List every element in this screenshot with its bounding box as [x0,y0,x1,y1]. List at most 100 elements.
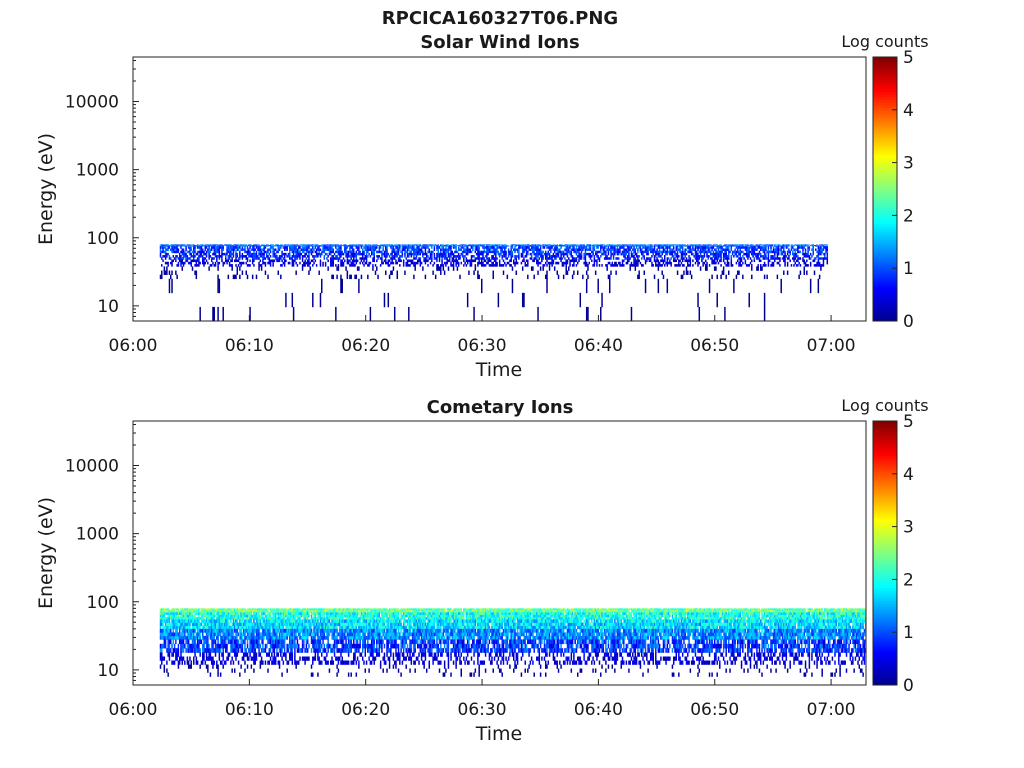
spectrogram-cell [376,250,378,254]
spectrogram-cell [193,257,195,260]
spectrogram-cell [520,252,523,256]
colorbar-segment [873,191,897,195]
spectrogram-cell [332,248,335,251]
spectrogram-cell [573,257,575,260]
spectrogram-cell [194,609,196,612]
spectrogram-cell [253,245,255,246]
spectrogram-cell [312,246,314,249]
spectrogram-cell [326,244,328,246]
spectrogram-cell [414,261,416,265]
spectrogram-cell [351,261,354,265]
spectrogram-cell [178,245,181,246]
spectrogram-cell [301,244,304,246]
spectrogram-cell [185,609,187,612]
spectrogram-cell [708,278,711,294]
spectrogram-cell [294,259,296,263]
spectrogram-cell [361,261,364,265]
spectrogram-cell [186,656,189,661]
spectrogram-cell [498,245,501,247]
spectrogram-cell [217,245,219,246]
spectrogram-cell [588,245,590,247]
spectrogram-cell [189,617,191,620]
spectrogram-cell [312,264,314,267]
spectrogram-cell [304,261,306,265]
spectrogram-cell [760,259,762,263]
spectrogram-cell [321,244,323,246]
spectrogram-cell [465,252,468,256]
x-axis-ticks: 06:00 06:10 06:20 06:30 06:40 06:50 07:00 [109,315,856,356]
spectrogram-cell [170,248,172,251]
spectrogram-cell [315,245,318,247]
spectrogram-cell [605,246,607,249]
spectrogram-cell [204,248,207,251]
spectrogram-cell [597,245,599,246]
spectrogram-cell [751,266,753,271]
spectrogram-cell [455,257,457,260]
spectrogram-cell [637,264,639,267]
spectrogram-cell [297,252,300,256]
spectrogram-cell [167,672,169,677]
spectrogram-cell [406,245,409,246]
spectrogram-cell [265,245,268,246]
spectrogram-cell [292,245,295,247]
spectrogram-cell [495,245,497,246]
spectrogram-cell [806,270,808,275]
colorbar-segment [873,189,897,193]
spectrogram-cell [186,250,189,254]
spectrogram-cell [475,245,478,246]
spectrogram-cell [552,255,555,258]
spectrogram-cell [565,244,567,246]
spectrogram-cell [327,259,329,263]
spectrogram-cell [452,246,455,249]
spectrogram-cell [181,612,183,615]
spectrogram-cell [289,246,291,249]
spectrogram-cell [172,259,175,263]
colorbar-segment [873,133,897,137]
spectrogram-cell [445,252,447,256]
spectrogram-cell [478,250,480,254]
spectrogram-cell [482,245,484,247]
spectrogram-cell [191,610,194,613]
colorbar-segment [873,146,897,150]
spectrogram-cell [638,270,640,275]
spectrogram-cell [776,261,779,265]
spectrogram-cell [596,246,598,249]
spectrogram-cell [390,244,392,246]
spectrogram-cell [660,245,662,246]
spectrogram-cell [349,245,351,246]
spectrogram-cell [166,608,168,610]
spectrogram-cell [242,244,245,246]
spectrogram-cell [338,246,341,249]
spectrogram-cell [283,255,286,258]
spectrogram-cell [783,245,785,247]
spectrogram-cell [537,244,539,246]
spectrogram-cell [306,244,309,246]
spectrogram-cell [193,610,195,613]
spectrogram-cell [440,252,442,256]
spectrogram-cell [542,245,544,247]
spectrogram-cell [395,255,397,258]
spectrogram-cell [164,245,167,246]
spectrogram-cell [335,306,337,322]
spectrogram-cell [687,264,689,267]
spectrogram-cell [273,259,276,263]
spectrogram-cell [361,245,364,246]
spectrogram-cell [328,245,331,247]
spectrogram-cell [433,245,436,246]
spectrogram-cell [525,250,528,254]
spectrogram-cell [331,246,333,249]
spectrogram-cell [250,245,253,247]
spectrogram-cell [283,245,286,246]
spectrogram-cell [749,257,752,260]
spectrogram-cell [299,245,301,247]
colorbar-segment [873,313,897,317]
spectrogram-cell [385,255,387,258]
spectrogram-cell [656,259,658,263]
spectrogram-cell [511,266,514,271]
spectrogram-cell [532,245,534,247]
spectrogram-cell [550,250,552,254]
spectrogram-cell [515,245,518,247]
spectrogram-cell [496,244,498,246]
spectrogram-cell [538,244,541,246]
spectrogram-cell [168,610,171,613]
